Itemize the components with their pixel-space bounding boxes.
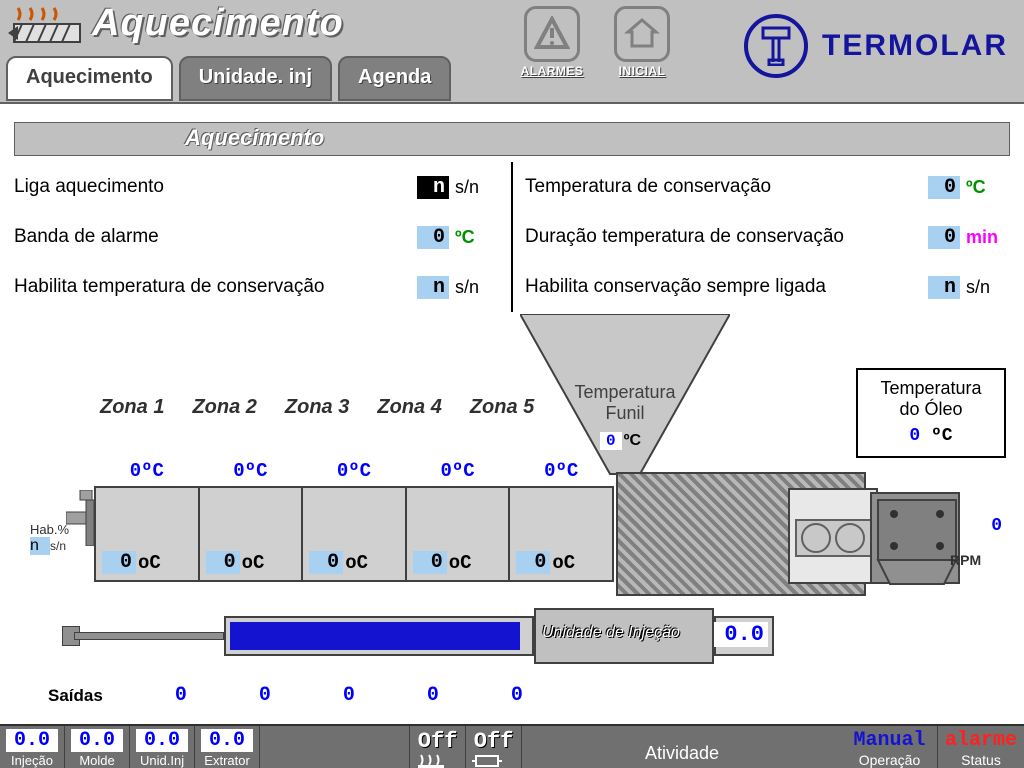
heat-icon (416, 754, 446, 768)
param-hab-temp-conservacao: Habilita temperatura de conservação n s/… (14, 262, 499, 312)
input-zone3-set[interactable]: 0 (309, 551, 343, 574)
footer-heat[interactable]: Off (410, 726, 466, 768)
footer: 0.0 Injeção 0.0 Molde 0.0 Unid.Inj 0.0 E… (0, 724, 1024, 768)
input-temp-conservacao[interactable]: 0 (928, 176, 960, 199)
input-hab-sempre-ligada[interactable]: n (928, 276, 960, 299)
param-liga-aquecimento: Liga aquecimento n s/n (14, 162, 499, 212)
footer-injecao[interactable]: 0.0 Injeção (0, 726, 65, 768)
rpm-value: 0 (958, 516, 1002, 536)
gearbox-inner (788, 488, 878, 584)
zone-4: 0ºC 0oC (405, 486, 509, 582)
oil-temp-box: Temperatura do Óleo 0 ºC (856, 368, 1006, 458)
inj-value: 0.0 (714, 622, 768, 647)
param-hab-sempre-ligada: Habilita conservação sempre ligada n s/n (525, 262, 1010, 312)
nav-alarmes[interactable]: ALARMES (516, 6, 588, 78)
zone-3: 0ºC 0oC (301, 486, 405, 582)
footer-motor[interactable]: Off (466, 726, 522, 768)
alert-icon (534, 16, 570, 52)
heater-icon (8, 6, 86, 46)
tab-agenda[interactable]: Agenda (338, 56, 451, 101)
zone-5: 0ºC 0oC (508, 486, 614, 582)
tab-aquecimento[interactable]: Aquecimento (6, 56, 173, 101)
rpm-label: RPM (950, 552, 981, 568)
params-grid: Liga aquecimento n s/n Banda de alarme 0… (14, 162, 1010, 312)
section-title: Aquecimento (14, 122, 1010, 156)
zone-1: 0ºC 0oC (94, 486, 198, 582)
zone-labels: Zona 1 Zona 2 Zona 3 Zona 4 Zona 5 (100, 396, 534, 419)
inj-fill (230, 622, 520, 650)
motor-icon (472, 754, 502, 768)
input-hab-temp-conservacao[interactable]: n (417, 276, 449, 299)
param-temp-conservacao: Temperatura de conservação 0 ºC (525, 162, 1010, 212)
footer-extrator[interactable]: 0.0 Extrator (195, 726, 260, 768)
input-zone2-set[interactable]: 0 (206, 551, 240, 574)
inj-cylinder (224, 616, 534, 656)
input-zone4-set[interactable]: 0 (413, 551, 447, 574)
inj-label: Unidade de Injeção (542, 624, 680, 642)
footer-unid-inj[interactable]: 0.0 Unid.Inj (130, 726, 195, 768)
home-icon (624, 16, 660, 52)
brand-text: TERMOLAR (822, 29, 1008, 63)
input-banda-alarme[interactable]: 0 (417, 226, 449, 249)
brand: TERMOLAR (744, 14, 1008, 78)
footer-atividade: Atividade (522, 726, 842, 768)
zone-2: 0ºC 0oC (198, 486, 302, 582)
machine-diagram: Zona 1 Zona 2 Zona 3 Zona 4 Zona 5 Tempe… (14, 316, 1010, 736)
input-liga-aquecimento[interactable]: n (417, 176, 449, 199)
footer-molde[interactable]: 0.0 Molde (65, 726, 130, 768)
footer-status: alarme Status (938, 726, 1024, 768)
nav-inicial[interactable]: INICIAL (606, 6, 678, 78)
brand-logo-icon (744, 14, 808, 78)
header: Aquecimento Aquecimento Unidade. inj Age… (0, 0, 1024, 104)
motor (870, 492, 960, 584)
input-zone1-set[interactable]: 0 (102, 551, 136, 574)
input-duracao-conservacao[interactable]: 0 (928, 226, 960, 249)
tabs: Aquecimento Unidade. inj Agenda (6, 56, 451, 101)
footer-operacao: Manual Operação (842, 726, 938, 768)
hab-percent: Hab.% ns/n (30, 522, 69, 555)
funnel-temp: 0 ºC (600, 432, 641, 450)
tab-unidade-inj[interactable]: Unidade. inj (179, 56, 332, 101)
nozzle-icon (66, 490, 94, 546)
param-banda-alarme: Banda de alarme 0 ºC (14, 212, 499, 262)
inj-rod (74, 632, 224, 640)
saidas-row: Saídas 0 0 0 0 0 (48, 684, 523, 707)
page-title: Aquecimento (92, 2, 344, 45)
barrel: 0ºC 0oC 0ºC 0oC 0ºC 0oC 0ºC 0oC 0ºC 0oC (94, 486, 614, 582)
input-hab-percent[interactable]: n (30, 537, 50, 555)
input-zone5-set[interactable]: 0 (516, 551, 550, 574)
gearbox (616, 472, 866, 596)
param-duracao-conservacao: Duração temperatura de conservação 0 min (525, 212, 1010, 262)
